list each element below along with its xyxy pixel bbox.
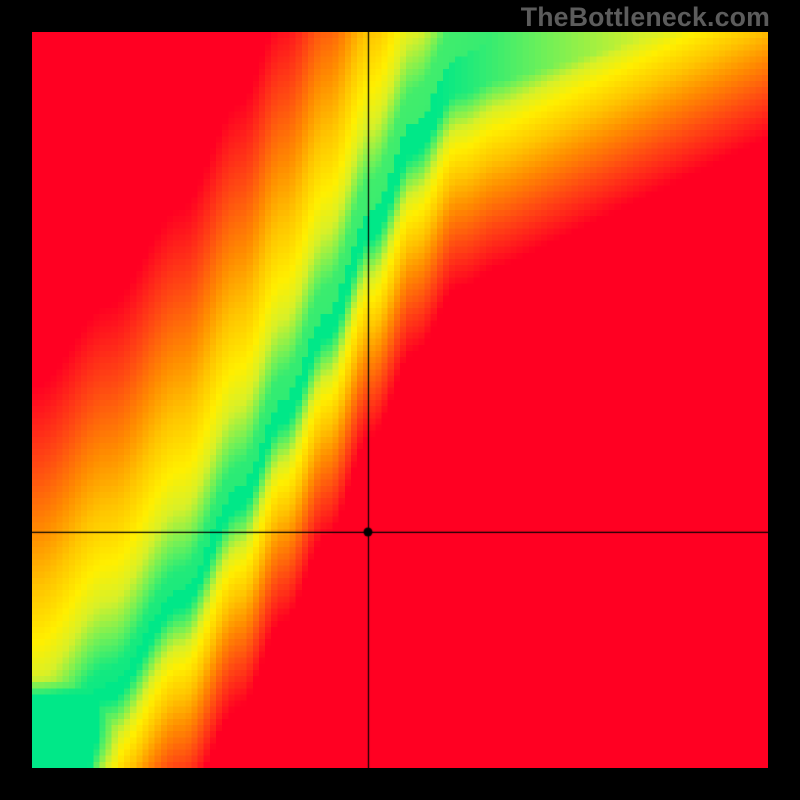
heatmap-canvas	[32, 32, 768, 768]
watermark-text: TheBottleneck.com	[521, 2, 770, 33]
chart-root: TheBottleneck.com	[0, 0, 800, 800]
